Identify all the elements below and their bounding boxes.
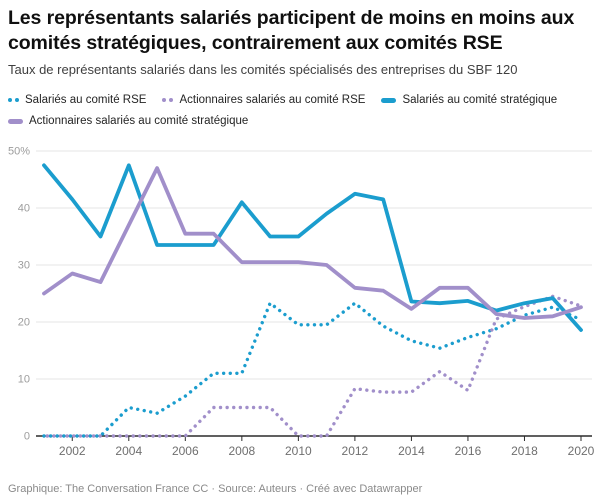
x-axis-label: 2018 bbox=[511, 444, 538, 458]
chart-title: Les représentants salariés participent d… bbox=[8, 7, 575, 54]
legend-item-actionnaires-strategique[interactable]: Actionnaires salariés au comité stratégi… bbox=[8, 115, 248, 127]
attribution-text: Graphique: The Conversation France CC · … bbox=[8, 483, 423, 495]
y-axis-label: 0 bbox=[24, 431, 30, 443]
legend-label: Actionnaires salariés au comité stratégi… bbox=[29, 115, 249, 127]
dotted-line-swatch-icon bbox=[8, 98, 19, 102]
line-actionnaires-strategique[interactable] bbox=[42, 166, 583, 320]
y-axis-label: 10 bbox=[18, 374, 30, 386]
chart-area: 0 10 20 30 40 50% 2002 2004 2006 2008 2010 2012 2014… bbox=[0, 143, 600, 480]
x-axis-label: 2020 bbox=[568, 444, 595, 458]
x-axis-label: 2006 bbox=[172, 444, 199, 458]
x-axis: 2002 2004 2006 2008 2010 2012 2014 2016 2018 2020 bbox=[59, 436, 595, 458]
legend-item-salaries-strategique[interactable]: Salariés au comité stratégique bbox=[381, 94, 557, 106]
y-axis-label: 50% bbox=[8, 146, 30, 158]
x-axis-label: 2004 bbox=[115, 444, 142, 458]
line-actionnaires-rse[interactable] bbox=[42, 294, 583, 438]
chart-subtitle: Taux de représentants salariés dans les … bbox=[8, 62, 518, 77]
solid-line-swatch-icon bbox=[381, 97, 397, 103]
x-axis-label: 2002 bbox=[59, 444, 86, 458]
y-axis-label: 30 bbox=[18, 260, 30, 272]
y-axis-label: 20 bbox=[18, 317, 30, 329]
legend: Salariés au comité RSE Actionnaires salar… bbox=[8, 94, 598, 127]
solid-line-swatch-icon bbox=[8, 118, 23, 124]
x-axis-label: 2012 bbox=[342, 444, 369, 458]
legend-label: Salariés au comité stratégique bbox=[402, 94, 558, 106]
legend-item-salaries-rse[interactable]: Salariés au comité RSE bbox=[8, 94, 146, 106]
x-axis-label: 2008 bbox=[228, 444, 255, 458]
legend-label: Actionnaires salariés au comité RSE bbox=[179, 94, 366, 106]
x-axis-label: 2010 bbox=[285, 444, 312, 458]
x-axis-label: 2014 bbox=[398, 444, 425, 458]
x-axis-label: 2016 bbox=[455, 444, 482, 458]
gridlines: 0 10 20 30 40 50% bbox=[8, 146, 592, 443]
dotted-line-swatch-icon bbox=[162, 98, 174, 102]
line-chart[interactable]: 0 10 20 30 40 50% 2002 2004 2006 2008 2010 2012 2014… bbox=[0, 143, 600, 475]
legend-item-actionnaires-rse[interactable]: Actionnaires salariés au comité RSE bbox=[162, 94, 365, 106]
y-axis-label: 40 bbox=[18, 203, 30, 215]
legend-label: Salariés au comité RSE bbox=[25, 94, 147, 106]
